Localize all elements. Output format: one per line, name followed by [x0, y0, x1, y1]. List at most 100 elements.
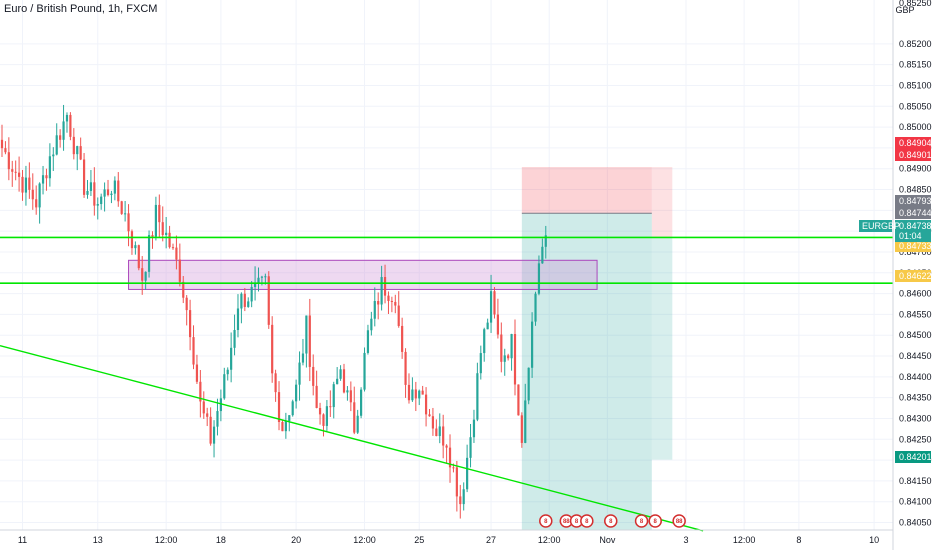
candle-body: [28, 177, 31, 190]
candle-body: [209, 416, 212, 444]
price-tag: [895, 195, 931, 207]
price-tick-label: 0.84450: [899, 351, 932, 361]
bar-countdown-label: 01:04: [899, 231, 922, 241]
time-tick-label: 12:00: [538, 535, 561, 545]
candle-body: [383, 277, 387, 296]
symbol-badge[interactable]: [859, 220, 892, 232]
candle-body: [407, 384, 411, 401]
price-tick-label: 0.84100: [899, 497, 932, 507]
price-tick-label: 0.85150: [899, 60, 932, 70]
candle-body: [353, 402, 356, 433]
candle-body: [520, 415, 523, 443]
price-tag-label: 0.84901: [899, 150, 932, 160]
current-price-tag: [895, 220, 931, 242]
time-axis[interactable]: 11 13 12:00 18 20 12:00 25 27 12:00 Nov 3 12:00 8 10: [0, 529, 893, 545]
candle-body: [489, 291, 493, 323]
candle-body: [236, 308, 240, 331]
candle-body: [291, 401, 294, 416]
time-tick-label: 13: [93, 535, 103, 545]
candle-body: [524, 400, 527, 443]
time-tick-label: 25: [414, 535, 424, 545]
candle-body: [154, 204, 157, 237]
candle-body: [438, 426, 441, 437]
event-flag-icon[interactable]: [580, 514, 594, 528]
price-tick-label: 0.84550: [899, 309, 932, 319]
symbol-badge-label: EURGBP: [862, 221, 900, 231]
time-tick-label: 27: [486, 535, 496, 545]
candle-body: [370, 318, 373, 331]
candle-body: [147, 235, 151, 272]
event-flag-icon[interactable]: [634, 514, 649, 528]
price-axis[interactable]: 0.840500.841000.841500.842000.842500.843…: [892, 0, 932, 550]
candle-body: [342, 369, 346, 393]
candle-body: [62, 121, 65, 140]
drawing-layer-front: [0, 236, 893, 532]
candle-body: [414, 389, 417, 399]
candle-body: [41, 175, 45, 184]
event-flag-icon[interactable]: [539, 514, 553, 528]
candle-body: [496, 314, 499, 335]
candle-body: [127, 213, 130, 232]
stop-loss-zone-ext: [651, 167, 673, 238]
candle-body: [404, 351, 407, 385]
event-flag-label: 88: [563, 519, 570, 525]
price-tick-label: 0.85000: [899, 122, 932, 132]
candle-body: [448, 447, 452, 468]
candle-body: [21, 176, 24, 193]
candle-body: [151, 235, 154, 237]
candle-body: [390, 300, 393, 302]
candle-body: [219, 398, 222, 412]
candle-body: [274, 373, 277, 393]
take-profit-zone-ext: [651, 237, 673, 460]
candle-body: [322, 414, 325, 426]
candle-body: [240, 293, 243, 309]
event-flag-icon[interactable]: [604, 514, 618, 528]
price-tag-label: 0.84622: [899, 271, 932, 281]
candle-body: [288, 415, 291, 421]
candle-body: [4, 148, 7, 153]
candle-body: [117, 180, 120, 202]
candle-body: [277, 392, 281, 423]
candle-body: [192, 337, 195, 365]
price-tag: [895, 270, 931, 282]
candle-body: [134, 245, 137, 249]
event-flag-icon[interactable]: [672, 514, 686, 528]
candle-body: [230, 347, 233, 370]
price-tick-label: 0.85100: [899, 80, 932, 90]
candle-body: [531, 321, 534, 368]
time-tick-label: 3: [683, 535, 688, 545]
candle-body: [253, 282, 257, 287]
candle-body: [308, 315, 311, 367]
trend-line: [0, 344, 704, 532]
price-tick-label: 0.85250: [899, 0, 932, 8]
price-tick-label: 0.85200: [899, 39, 932, 49]
candle-body: [11, 169, 14, 172]
candle-body: [541, 246, 544, 264]
event-flag-icon[interactable]: [648, 514, 662, 528]
candle-body: [89, 182, 93, 191]
price-tag: [895, 207, 931, 219]
price-tick-label: 0.84500: [899, 330, 932, 340]
candle-body: [339, 369, 342, 379]
candle-body: [462, 489, 465, 505]
time-tick-label: 12:00: [733, 535, 756, 545]
price-tag-label: 0.84733: [899, 241, 932, 251]
candle-body: [452, 467, 455, 469]
candle-body: [284, 420, 287, 432]
candle-body: [298, 362, 301, 385]
candle-body: [137, 245, 140, 269]
candle-body: [168, 232, 171, 248]
candle-body: [158, 204, 161, 223]
candle-body: [82, 159, 86, 195]
price-tag-label: 0.84201: [899, 452, 932, 462]
candle-body: [349, 390, 352, 403]
candle-body: [380, 277, 383, 305]
candle-body: [397, 305, 400, 326]
price-tick-label: 0.84250: [899, 434, 932, 444]
candle-body: [418, 390, 421, 399]
candle-body: [124, 213, 127, 215]
candle-body: [332, 384, 335, 408]
current-price-label: 0.84738: [899, 221, 932, 231]
price-tick-label: 0.84300: [899, 413, 932, 423]
